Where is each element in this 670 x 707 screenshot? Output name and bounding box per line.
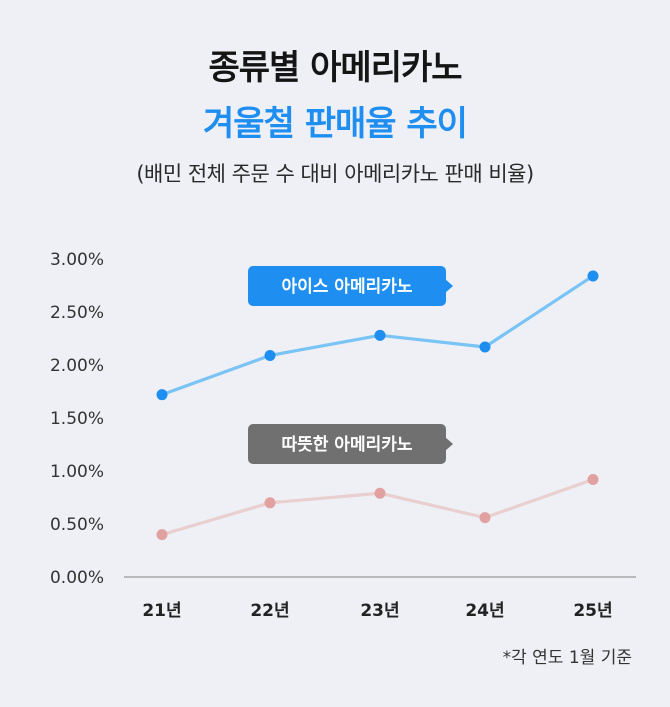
data-point <box>374 487 386 499</box>
chart-title: 종류별 아메리카노 <box>208 48 462 88</box>
y-tick-label: 1.00% <box>50 462 104 482</box>
y-tick-label: 0.50% <box>50 515 104 535</box>
y-tick-label: 1.50% <box>50 409 104 429</box>
footnote: *각 연도 1월 기준 <box>502 648 632 668</box>
data-point <box>156 529 168 541</box>
x-tick-label: 22년 <box>250 601 289 621</box>
data-point <box>479 512 491 524</box>
y-tick-label: 0.00% <box>50 568 104 588</box>
data-point <box>587 270 599 282</box>
x-tick-label: 25년 <box>573 601 612 621</box>
y-tick-label: 3.00% <box>50 250 104 270</box>
x-tick-label: 23년 <box>360 601 399 621</box>
data-point <box>479 341 491 353</box>
data-point <box>156 389 168 401</box>
data-point <box>264 349 276 361</box>
series-label-box <box>248 266 446 306</box>
series-label-pointer <box>445 437 453 451</box>
chart-subtitle-highlight: 겨울철 판매율 추이 <box>203 104 468 144</box>
data-point <box>587 473 599 485</box>
data-point <box>374 329 386 341</box>
series-label-text: 따뜻한 아메리카노 <box>281 435 412 455</box>
data-point <box>264 497 276 509</box>
series-label-pointer <box>445 279 453 293</box>
x-tick-label: 21년 <box>142 601 181 621</box>
series-label-text: 아이스 아메리카노 <box>281 277 412 297</box>
y-tick-label: 2.00% <box>50 356 104 376</box>
chart-description: (배민 전체 주문 수 대비 아메리카노 판매 비율) <box>136 162 534 186</box>
series-line-2 <box>160 477 595 537</box>
y-tick-label: 2.50% <box>50 303 104 323</box>
x-tick-label: 24년 <box>465 601 504 621</box>
series-label-box <box>248 424 446 464</box>
